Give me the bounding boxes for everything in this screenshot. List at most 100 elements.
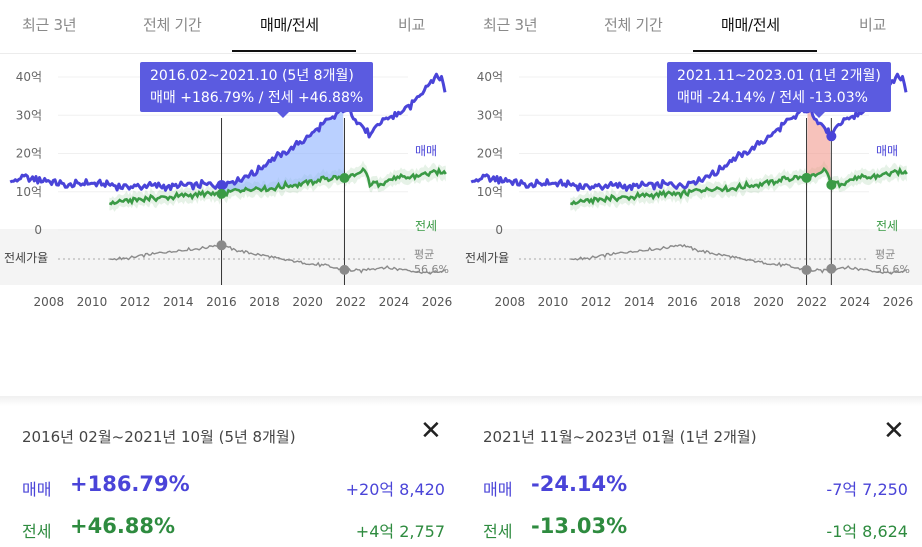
jeonse-marker-dot	[339, 172, 350, 183]
x-tick-label: 2024	[840, 295, 871, 309]
chart-panel-right: 최근 3년 전체 기간 매매/전세 비교 40억 30억 20억 10억 0 2008 2010 20…	[461, 0, 922, 547]
y-tick-label: 20억	[16, 147, 42, 161]
tab-recent-3y[interactable]: 최근 3년	[483, 16, 538, 34]
sale-summary-label: 매매	[22, 480, 52, 499]
legend-jeonse: 전세	[415, 219, 437, 233]
y-tick-label: 10억	[16, 185, 42, 199]
sale-summary-percent: -24.14%	[531, 472, 628, 496]
sale-summary-percent: +186.79%	[70, 472, 190, 496]
x-tick-label: 2018	[249, 295, 280, 309]
card-shadow	[461, 396, 922, 406]
x-tick-label: 2020	[292, 295, 323, 309]
tab-all-period[interactable]: 전체 기간	[604, 16, 663, 34]
ratio-marker-dot	[339, 264, 350, 275]
sale-line	[470, 72, 908, 192]
y-tick-label: 0	[495, 223, 503, 237]
sale-line	[9, 72, 447, 192]
x-tick-label: 2008	[34, 295, 65, 309]
tab-divider	[0, 53, 461, 54]
tooltip-arrow	[277, 112, 289, 118]
price-chart[interactable]: 40억 30억 20억 10억 0 2008 2010 2012 2014 2016 2018 202…	[461, 54, 922, 374]
x-tick-label: 2020	[753, 295, 784, 309]
ratio-average-title: 평균	[875, 248, 895, 261]
ratio-line	[570, 243, 907, 275]
range-tooltip: 2021.11~2023.01 (1년 2개월) 매매 -24.14% / 전세 …	[667, 62, 891, 118]
tooltip-period: 2016.02~2021.10 (5년 8개월)	[150, 68, 354, 84]
tooltip-change: 매매 -24.14% / 전세 -13.03%	[677, 90, 868, 106]
sale-summary-amount: +20억 8,420	[345, 480, 445, 499]
ratio-marker-dot	[826, 263, 837, 274]
tab-divider	[461, 53, 922, 54]
y-tick-label: 40억	[16, 70, 42, 84]
range-summary-card: 2021년 11월~2023년 01월 (1년 2개월) ✕ 매매 -24.14% -7…	[461, 396, 922, 547]
jeon-summary-amount: +4억 2,757	[355, 522, 445, 541]
ratio-band	[0, 229, 461, 285]
jeon-summary-amount: -1억 8,624	[826, 522, 908, 541]
x-tick-label: 2026	[422, 295, 453, 309]
y-tick-label: 30억	[16, 108, 42, 122]
y-tick-label: 40억	[477, 70, 503, 84]
x-tick-label: 2022	[797, 295, 828, 309]
jeon-summary-percent: +46.88%	[70, 514, 176, 538]
jeonse-line	[108, 166, 447, 206]
jeon-summary-label: 전세	[22, 522, 52, 541]
active-tab-underline	[232, 50, 356, 52]
legend-sale: 매매	[876, 144, 898, 158]
tab-recent-3y[interactable]: 최근 3년	[22, 16, 77, 34]
y-tick-label: 10억	[477, 185, 503, 199]
tooltip-arrow	[812, 112, 825, 118]
tab-compare[interactable]: 비교	[859, 16, 887, 34]
ratio-marker-dot	[216, 240, 227, 251]
summary-range-text: 2021년 11월~2023년 01월 (1년 2개월)	[483, 428, 757, 446]
tab-compare[interactable]: 비교	[398, 16, 426, 34]
x-tick-label: 2026	[883, 295, 914, 309]
range-tooltip: 2016.02~2021.10 (5년 8개월) 매매 +186.79% / 전세…	[140, 62, 374, 118]
x-tick-label: 2010	[538, 295, 569, 309]
ratio-average-title: 평균	[414, 248, 434, 261]
tab-all-period[interactable]: 전체 기간	[143, 16, 202, 34]
legend-sale: 매매	[415, 144, 437, 158]
x-tick-label: 2012	[120, 295, 151, 309]
ratio-marker-dot	[801, 264, 812, 275]
x-tick-label: 2016	[667, 295, 698, 309]
x-tick-label: 2012	[581, 295, 612, 309]
x-tick-label: 2016	[206, 295, 237, 309]
jeonse-marker-dot	[826, 179, 837, 190]
tooltip-period: 2021.11~2023.01 (1년 2개월)	[677, 68, 881, 84]
ratio-line	[109, 243, 446, 275]
y-tick-label: 0	[34, 223, 42, 237]
tab-sale-jeonse[interactable]: 매매/전세	[721, 16, 780, 34]
tab-bar: 최근 3년 전체 기간 매매/전세 비교	[461, 0, 922, 54]
sale-marker-dot	[216, 179, 227, 190]
card-shadow	[0, 396, 461, 406]
close-icon[interactable]: ✕	[883, 416, 905, 446]
summary-range-text: 2016년 02월~2021년 10월 (5년 8개월)	[22, 428, 296, 446]
x-tick-label: 2022	[336, 295, 367, 309]
selected-range-fill	[806, 107, 831, 186]
active-tab-underline	[693, 50, 817, 52]
price-chart[interactable]: 40억 30억 20억 10억 0 2008 2010 2012 2014 2016 2018 202…	[0, 54, 461, 374]
y-tick-label: 20억	[477, 147, 503, 161]
sale-marker-dot	[826, 131, 837, 142]
legend-jeonse: 전세	[876, 219, 898, 233]
x-tick-label: 2018	[710, 295, 741, 309]
tooltip-change: 매매 +186.79% / 전세 +46.88%	[150, 90, 364, 106]
close-icon[interactable]: ✕	[420, 416, 442, 446]
ratio-band	[461, 229, 922, 285]
x-tick-label: 2014	[624, 295, 655, 309]
tab-sale-jeonse[interactable]: 매매/전세	[260, 16, 319, 34]
x-tick-label: 2014	[163, 295, 194, 309]
tab-bar: 최근 3년 전체 기간 매매/전세 비교	[0, 0, 461, 54]
x-tick-label: 2024	[379, 295, 410, 309]
y-tick-label: 30억	[477, 108, 503, 122]
sale-summary-amount: -7억 7,250	[826, 480, 908, 499]
jeonse-marker-dot	[801, 172, 812, 183]
x-tick-label: 2010	[77, 295, 108, 309]
chart-panel-left: 최근 3년 전체 기간 매매/전세 비교 40억 30억 20억 10억 0 2008 2010 20…	[0, 0, 461, 547]
jeon-summary-percent: -13.03%	[531, 514, 628, 538]
ratio-label: 전세가율	[465, 251, 509, 265]
ratio-label: 전세가율	[4, 251, 48, 265]
jeonse-marker-dot	[216, 188, 227, 199]
range-summary-card: 2016년 02월~2021년 10월 (5년 8개월) ✕ 매매 +186.79% +…	[0, 396, 461, 547]
jeon-summary-label: 전세	[483, 522, 513, 541]
